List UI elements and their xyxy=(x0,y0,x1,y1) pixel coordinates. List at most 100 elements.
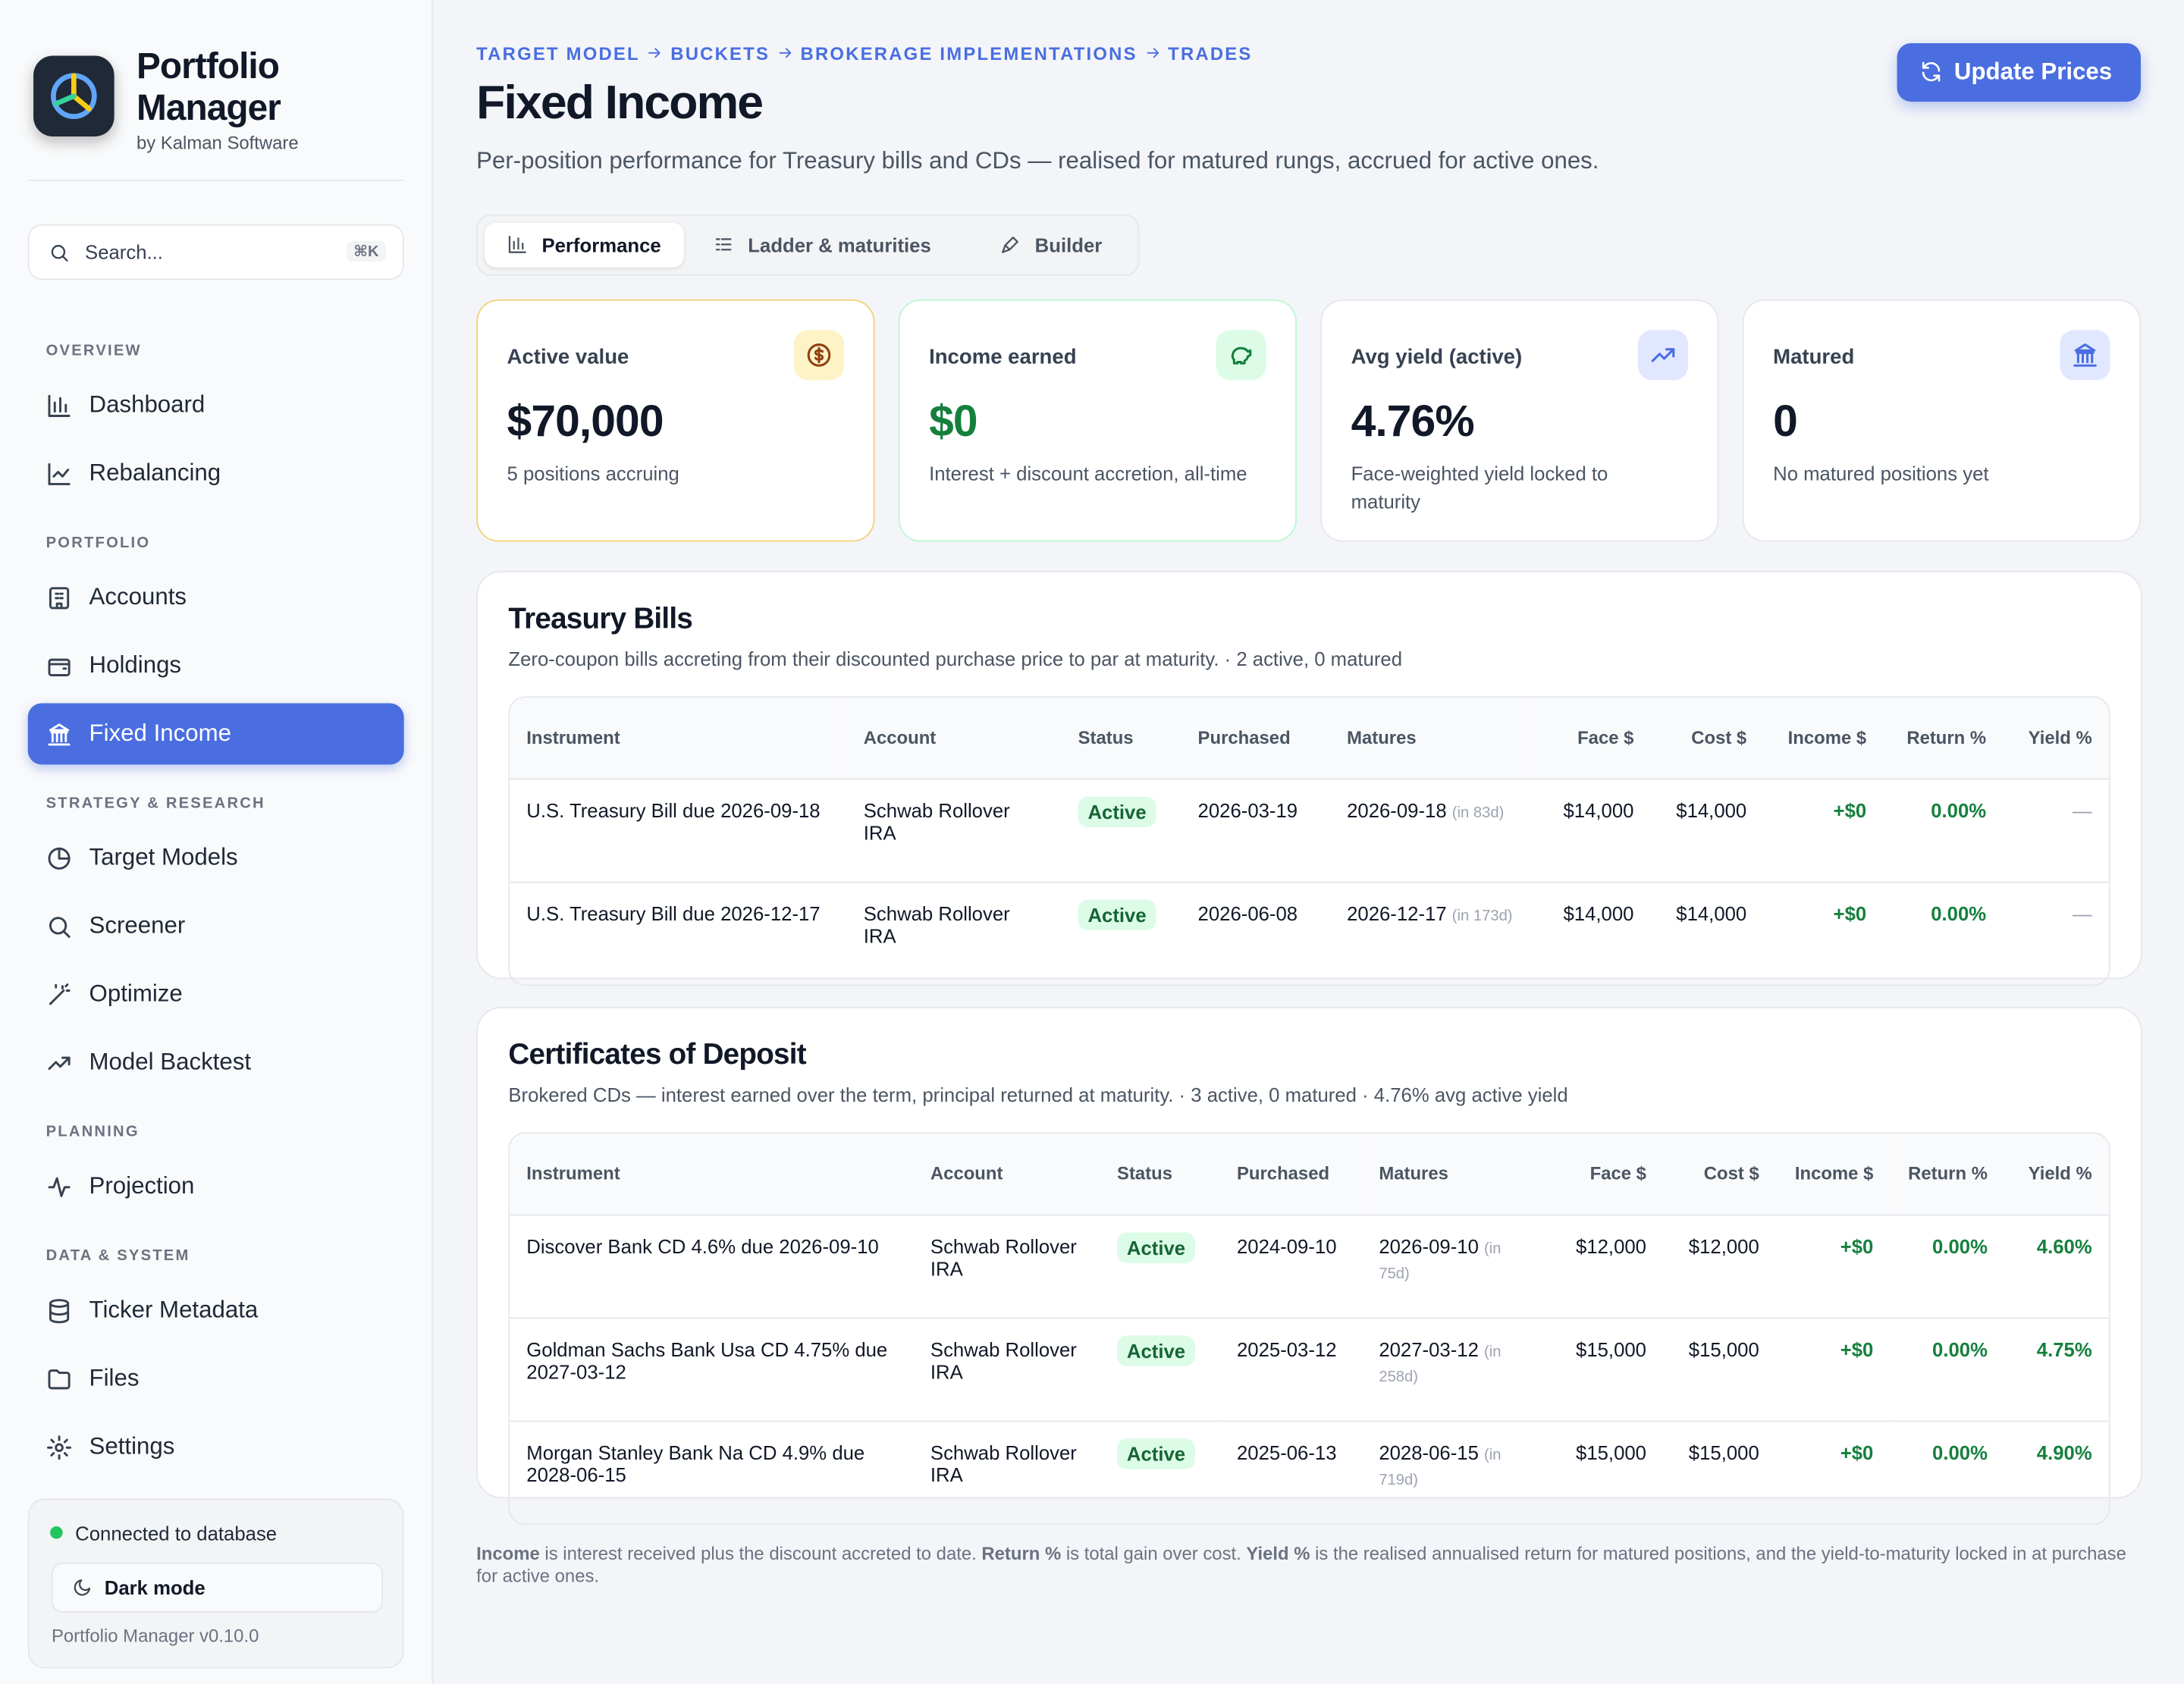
matures-cell: 2026-09-10 (in 75d) xyxy=(1362,1214,1536,1319)
stat-icon xyxy=(793,330,845,381)
position-row[interactable]: Goldman Sachs Bank Usa CD 4.75% due 2027… xyxy=(510,1317,2109,1422)
nav-icon xyxy=(48,394,71,417)
stat-icon xyxy=(1637,330,1689,381)
maturity-date: 2027-03-12 xyxy=(1379,1338,1479,1361)
page-subtitle: Per-position performance for Treasury bi… xyxy=(476,147,1599,174)
table-wrapper: Instrument Account Status Purchased Matures F… xyxy=(508,1132,2110,1526)
table-subtitle: Brokered CDs — interest earned over the … xyxy=(508,1083,1568,1106)
column-header: Cost $ xyxy=(1650,698,1764,779)
breadcrumb-arrow xyxy=(648,48,661,58)
purchased-cell: 2025-03-12 xyxy=(1219,1317,1363,1422)
matures-cell: 2026-12-17 (in 173d) xyxy=(1330,881,1533,985)
sidebar: Portfolio Manager by Kalman Software Searc… xyxy=(0,0,434,1684)
column-header: Yield % xyxy=(2004,1134,2109,1215)
nav-item[interactable]: Accounts xyxy=(28,567,404,629)
breadcrumb-item[interactable]: BROKERAGE IMPLEMENTATIONS xyxy=(800,42,1138,64)
nav-item[interactable]: Ticker Metadata xyxy=(28,1280,404,1341)
nav-item[interactable]: Fixed Income xyxy=(27,703,404,765)
stat-icon-glyph xyxy=(1231,347,1252,365)
nav-icon xyxy=(49,917,71,938)
income-cell: +$0 xyxy=(1775,1214,1891,1319)
breadcrumb-item[interactable]: TRADES xyxy=(1168,42,1253,64)
refresh-icon xyxy=(1922,61,1941,82)
income-cell: +$0 xyxy=(1763,778,1884,883)
status-cell: Active xyxy=(1061,778,1181,883)
nav-icon xyxy=(49,1299,70,1324)
footnote-segment: Yield % xyxy=(1246,1543,1310,1564)
moon-icon xyxy=(74,1579,91,1596)
position-row[interactable]: Morgan Stanley Bank Na CD 4.9% due 2028-… xyxy=(510,1420,2109,1524)
nav-section-title: OVERVIEW xyxy=(46,342,142,359)
nav-item[interactable]: Target Models xyxy=(28,827,404,889)
cost-cell: $14,000 xyxy=(1650,778,1764,883)
cost-cell: $15,000 xyxy=(1663,1317,1776,1422)
search-icon xyxy=(51,245,68,262)
yield-cell: 4.90% xyxy=(2004,1420,2109,1524)
nav-icon xyxy=(48,463,71,485)
column-header: Return % xyxy=(1883,698,2004,779)
nav-item[interactable]: Rebalancing xyxy=(28,443,404,504)
nav-item[interactable]: Screener xyxy=(28,895,404,957)
stat-label: Matured xyxy=(1773,345,1855,369)
nav-label: Rebalancing xyxy=(89,459,221,487)
column-header: Account xyxy=(913,1134,1100,1215)
breadcrumb-item[interactable]: TARGET MODEL xyxy=(476,42,640,64)
nav-item[interactable]: Dashboard xyxy=(28,375,404,436)
nav-label: Ticker Metadata xyxy=(89,1296,259,1323)
nav-item[interactable]: Files xyxy=(28,1348,404,1410)
breadcrumb-item[interactable]: BUCKETS xyxy=(670,42,770,64)
instrument-cell: U.S. Treasury Bill due 2026-09-18 xyxy=(510,778,847,883)
nav-item[interactable]: Optimize xyxy=(28,964,404,1025)
return-cell: 0.00% xyxy=(1883,778,2004,883)
company-name: by Kalman Software xyxy=(136,132,299,154)
status-cell: Active xyxy=(1100,1317,1220,1422)
stat-label: Avg yield (active) xyxy=(1351,345,1523,369)
status-pill: Active xyxy=(1117,1438,1195,1469)
nav-item[interactable]: Model Backtest xyxy=(28,1032,404,1093)
breadcrumb: TARGET MODEL BUCKETS BROKERAGE IMPLEMENTAT… xyxy=(476,43,1252,64)
position-row[interactable]: Discover Bank CD 4.6% due 2026-09-10 Schw… xyxy=(510,1214,2109,1319)
dark-mode-toggle[interactable]: Dark mode xyxy=(51,1562,384,1613)
face-cell: $15,000 xyxy=(1536,1420,1664,1524)
yield-cell: 4.60% xyxy=(2004,1214,2109,1319)
tab[interactable]: Ladder & maturities xyxy=(691,223,956,268)
stat-value: $0 xyxy=(929,395,977,446)
update-prices-label: Update Prices xyxy=(1953,58,2113,86)
nav-icon xyxy=(48,723,71,746)
stat-value: 4.76% xyxy=(1351,395,1475,446)
purchased-cell: 2026-03-19 xyxy=(1181,778,1331,883)
nav-item[interactable]: Projection xyxy=(28,1156,404,1217)
position-row[interactable]: U.S. Treasury Bill due 2026-09-18 Schwab … xyxy=(510,778,2109,883)
days-to-maturity: (in 719d) xyxy=(1379,1447,1502,1489)
matures-cell: 2028-06-15 (in 719d) xyxy=(1362,1420,1536,1524)
yield-cell: 4.75% xyxy=(2004,1317,2109,1422)
cost-cell: $12,000 xyxy=(1663,1214,1776,1319)
update-prices-button[interactable]: Update Prices xyxy=(1897,42,2142,102)
nav-section-title: PORTFOLIO xyxy=(46,535,151,552)
search-box[interactable]: Search... ⌘K xyxy=(27,224,404,281)
nav-icon xyxy=(48,1177,71,1197)
table-head: Instrument Account Status Purchased Matures F… xyxy=(510,1134,2109,1215)
tab[interactable]: Performance xyxy=(485,222,684,268)
nav-label: Files xyxy=(89,1364,140,1391)
status-dot xyxy=(50,1526,63,1539)
column-header: Matures xyxy=(1362,1134,1536,1215)
nav-item[interactable]: Settings xyxy=(28,1416,404,1478)
nav-label: Holdings xyxy=(89,651,182,679)
matures-cell: 2027-03-12 (in 258d) xyxy=(1362,1317,1536,1422)
table-panel: Certificates of Deposit Brokered CDs — in… xyxy=(476,1006,2142,1526)
status-pill: Active xyxy=(1117,1335,1195,1366)
maturity-date: 2026-12-17 xyxy=(1347,902,1447,925)
footnote-segment: is interest received plus the discount a… xyxy=(539,1543,982,1564)
position-row[interactable]: U.S. Treasury Bill due 2026-12-17 Schwab … xyxy=(510,881,2109,985)
app-version: Portfolio Manager v0.10.0 xyxy=(51,1625,259,1646)
nav-icon xyxy=(48,658,71,676)
breadcrumb-arrow xyxy=(779,48,791,58)
return-cell: 0.00% xyxy=(1890,1214,2005,1319)
footnote-segment: is total gain over cost. xyxy=(1061,1543,1247,1564)
footnote-segment: Income xyxy=(476,1543,540,1564)
nav-item[interactable]: Holdings xyxy=(28,635,404,697)
days-to-maturity: (in 83d) xyxy=(1451,804,1505,822)
cost-cell: $15,000 xyxy=(1663,1420,1776,1524)
tab[interactable]: Builder xyxy=(977,223,1128,268)
